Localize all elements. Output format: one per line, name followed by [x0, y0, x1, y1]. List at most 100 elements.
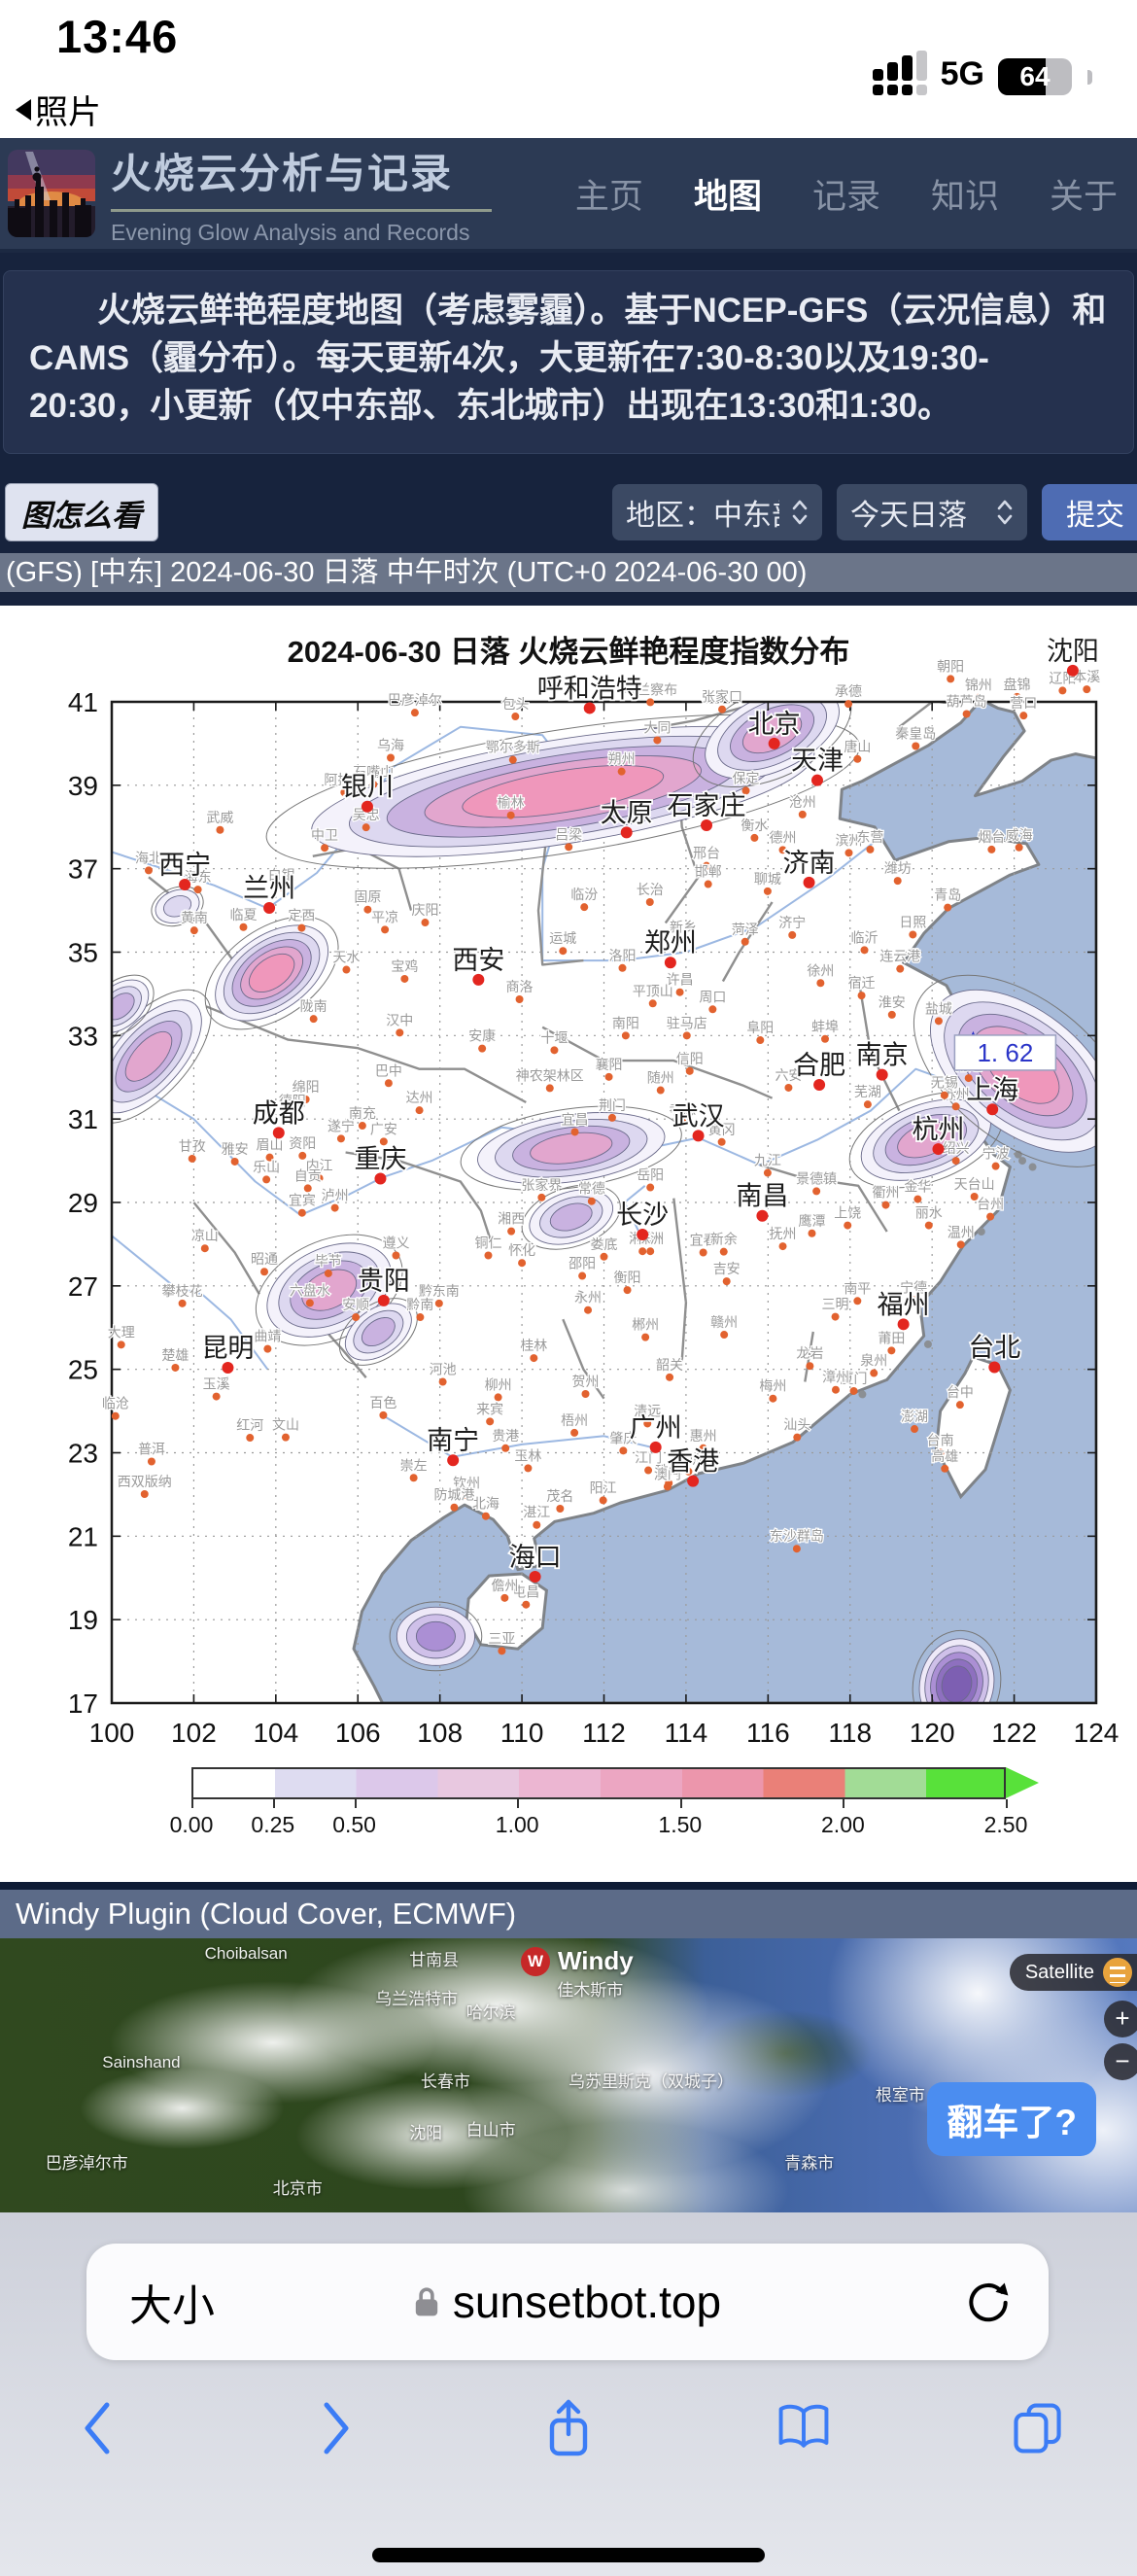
forward-button[interactable]: [305, 2397, 363, 2459]
svg-text:鄂尔多斯: 鄂尔多斯: [486, 740, 540, 755]
svg-text:毕节: 毕节: [315, 1253, 342, 1269]
page-zoom-control[interactable]: 大小: [129, 2282, 215, 2330]
nav-item-记录[interactable]: 记录: [811, 177, 880, 216]
svg-text:连云港: 连云港: [879, 949, 920, 964]
svg-text:贵阳: 贵阳: [358, 1267, 410, 1296]
windy-city-label: 长春市: [420, 2071, 470, 2091]
svg-text:黄冈: 黄冈: [708, 1122, 736, 1137]
svg-text:菏泽: 菏泽: [732, 922, 759, 937]
zoom-in-button[interactable]: +: [1104, 2001, 1137, 2037]
region-select[interactable]: 地区：中东部: [612, 484, 822, 540]
back-button[interactable]: [70, 2397, 128, 2459]
svg-text:25: 25: [68, 1355, 98, 1385]
bookmarks-button[interactable]: [775, 2397, 833, 2459]
svg-text:信阳: 信阳: [676, 1051, 704, 1066]
svg-text:邢台: 邢台: [693, 846, 720, 861]
section-divider: [0, 1882, 1137, 1890]
colorbar-gradient: [191, 1767, 1006, 1799]
svg-text:柳州: 柳州: [485, 1376, 512, 1392]
report-problem-button[interactable]: 翻车了?: [927, 2082, 1096, 2156]
forecast-status-line: (GFS) [中东] 2024-06-30 日落 中午时次 (UTC+0 202…: [0, 553, 1137, 592]
svg-text:香港: 香港: [667, 1447, 719, 1477]
svg-text:19: 19: [68, 1605, 98, 1635]
svg-text:抚州: 抚州: [770, 1226, 797, 1241]
safari-toolbar: [0, 2397, 1137, 2459]
svg-text:济南: 济南: [783, 849, 836, 878]
svg-text:漳州: 漳州: [822, 1370, 849, 1385]
url-text: sunsetbot.top: [452, 2277, 722, 2327]
svg-text:儋州: 儋州: [491, 1578, 518, 1593]
svg-text:怀化: 怀化: [508, 1242, 535, 1258]
svg-text:宁波: 宁波: [982, 1146, 1010, 1162]
windy-logo[interactable]: W Windy: [521, 1946, 634, 1976]
svg-text:临沂: 临沂: [851, 929, 879, 945]
svg-text:台南: 台南: [927, 1433, 954, 1448]
nav-item-地图[interactable]: 地图: [693, 177, 762, 216]
share-button[interactable]: [539, 2397, 598, 2459]
svg-text:威海: 威海: [1006, 827, 1033, 843]
colorbar: 0.00 0.25 0.50 1.00 1.50 2.00 2.50: [170, 1767, 1085, 1849]
svg-text:乐山: 乐山: [253, 1159, 280, 1174]
svg-text:北京: 北京: [748, 710, 801, 739]
svg-text:九江: 九江: [754, 1153, 781, 1168]
svg-text:珠海: 珠海: [655, 1463, 682, 1479]
svg-text:荆门: 荆门: [599, 1097, 626, 1113]
svg-text:吉安: 吉安: [713, 1261, 741, 1276]
svg-text:朔州: 朔州: [608, 751, 636, 767]
svg-text:雅安: 雅安: [222, 1141, 249, 1157]
reload-button[interactable]: [963, 2277, 1014, 2327]
how-to-read-button[interactable]: 图怎么看: [5, 483, 158, 541]
nav-item-主页[interactable]: 主页: [574, 177, 643, 216]
nav-item-关于[interactable]: 关于: [1049, 177, 1118, 216]
colorbar-tick-label: 2.50: [983, 1812, 1028, 1837]
svg-text:六安: 六安: [775, 1067, 802, 1083]
safari-bottom-bar: 大小 sunsetbot.top: [0, 2212, 1137, 2576]
svg-text:福州: 福州: [878, 1290, 930, 1319]
address-bar[interactable]: 大小 sunsetbot.top: [86, 2244, 1049, 2360]
svg-text:运城: 运城: [549, 930, 576, 946]
vividness-index-map[interactable]: 100 102 104 106 108 110 112 114 116 118 120 122 124 4…: [0, 635, 1137, 1750]
windy-city-label: 哈尔滨: [465, 2003, 516, 2023]
svg-text:泸州: 泸州: [322, 1188, 349, 1203]
url-display[interactable]: sunsetbot.top: [414, 2276, 721, 2328]
svg-text:澎湖: 澎湖: [901, 1409, 928, 1424]
back-app-label: 照片: [35, 94, 101, 131]
windy-city-label: 巴彦淖尔市: [45, 2154, 128, 2174]
svg-text:厦门: 厦门: [841, 1371, 868, 1386]
svg-text:日照: 日照: [899, 914, 926, 929]
colorbar-arrow: [1006, 1767, 1039, 1798]
svg-text:杭州: 杭州: [912, 1115, 964, 1144]
main-nav: 主页 地图 记录 知识 关于: [575, 169, 1118, 219]
svg-text:102: 102: [171, 1718, 217, 1748]
zoom-out-button[interactable]: −: [1104, 2043, 1137, 2080]
svg-text:汉中: 汉中: [386, 1012, 413, 1027]
svg-text:文山: 文山: [272, 1417, 299, 1433]
svg-text:眉山: 眉山: [257, 1137, 284, 1153]
svg-text:黔东南: 黔东南: [419, 1283, 460, 1299]
svg-text:随州: 随州: [647, 1070, 674, 1086]
time-select[interactable]: 今天日落: [837, 484, 1027, 540]
svg-text:青岛: 青岛: [934, 888, 961, 903]
svg-text:岳阳: 岳阳: [637, 1167, 664, 1183]
home-indicator[interactable]: [372, 2548, 765, 2562]
svg-text:滨州: 滨州: [835, 832, 862, 848]
svg-text:黔南: 黔南: [406, 1297, 433, 1312]
windy-cloud-map[interactable]: W Windy Satellite + − 翻车了? Choibalsan 甘南县…: [0, 1938, 1137, 2212]
back-to-app-link[interactable]: 照片: [16, 86, 101, 133]
ios-status-bar: 13:46 照片 5G 64: [0, 0, 1137, 138]
svg-text:龙岩: 龙岩: [796, 1345, 823, 1361]
svg-text:定西: 定西: [288, 908, 315, 923]
svg-text:石家庄: 石家庄: [668, 791, 746, 820]
submit-button[interactable]: 提交: [1042, 484, 1137, 540]
svg-text:宜昌: 宜昌: [562, 1111, 589, 1127]
tabs-button[interactable]: [1009, 2397, 1067, 2459]
select-chevrons-icon: [997, 500, 1013, 525]
svg-text:海口: 海口: [509, 1543, 562, 1572]
nav-item-知识[interactable]: 知识: [930, 177, 999, 216]
windy-city-label: 乌苏里斯克（双城子）: [568, 2071, 734, 2091]
site-logo[interactable]: [8, 150, 95, 237]
svg-text:固原: 固原: [354, 889, 381, 905]
satellite-layer-button[interactable]: Satellite: [1009, 1954, 1137, 1991]
satellite-label: Satellite: [1024, 1961, 1094, 1983]
svg-text:钦州: 钦州: [453, 1475, 480, 1490]
